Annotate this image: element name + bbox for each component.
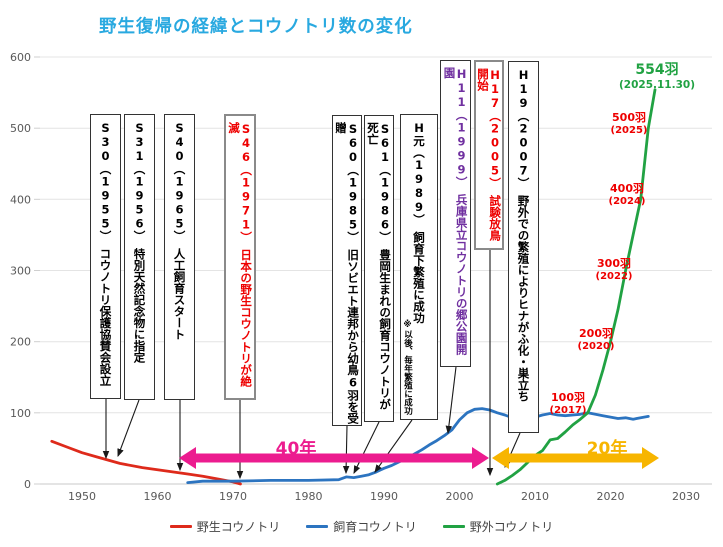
legend-dash-icon <box>306 525 329 528</box>
series-line <box>495 88 657 486</box>
event-arrow <box>353 421 380 474</box>
event-box: S61（1986） 豊岡生まれの飼育コウノトリが死亡 <box>364 115 394 422</box>
count-label: 400羽 (2024) <box>608 182 646 208</box>
count-value: 554羽 <box>635 62 679 78</box>
event-box: S46（1971） 日本の野生コウノトリが絶滅 <box>224 114 256 400</box>
event-label: H19（2007） 野外での繁殖によりヒナがふ化・巣立ち <box>516 68 531 402</box>
event-label: H17（2005） 試験放鳥開始 <box>476 68 503 241</box>
event-box: S60（1985） 旧ソビエト連邦から幼鳥6羽を受贈 <box>332 115 362 426</box>
legend-dash-icon <box>169 525 192 528</box>
x-tick-label: 1980 <box>295 490 323 503</box>
series-line <box>186 407 650 485</box>
legend-item: 野外コウノトリ <box>442 518 554 535</box>
y-tick-label: 0 <box>24 478 31 491</box>
x-tick-label: 2030 <box>672 490 700 503</box>
count-label: 500羽 (2025) <box>610 111 648 137</box>
series-line <box>50 439 242 486</box>
span-arrowhead-right <box>642 447 659 469</box>
event-box: S30（1955） コウノトリ保護協賛会設立 <box>90 114 121 399</box>
count-date: (2020) <box>577 340 615 352</box>
event-arrow <box>374 419 413 473</box>
event-arrow <box>342 425 350 475</box>
event-label: S60（1985） 旧ソビエト連邦から幼鳥6羽を受贈 <box>334 122 361 424</box>
event-box: H元（1989） 飼育下繁殖に成功 ※以後、毎年繁殖に成功 <box>400 114 438 420</box>
span-arrowhead-right <box>472 447 489 469</box>
event-label: S30（1955） コウノトリ保護協賛会設立 <box>98 121 113 386</box>
event-box: H19（2007） 野外での繁殖によりヒナがふ化・巣立ち <box>508 61 539 433</box>
span-duration-label: 20年 <box>586 439 628 459</box>
span-duration-label: 40年 <box>275 439 317 459</box>
count-date: (2017) <box>549 404 587 416</box>
legend-label: 野生コウノトリ <box>196 520 281 534</box>
count-value: 400羽 <box>610 182 644 195</box>
chart-legend: 野生コウノトリ 飼育コウノトリ 野外コウノトリ <box>0 518 723 535</box>
span-arrowhead-left <box>492 447 509 469</box>
x-tick-label: 1950 <box>68 490 96 503</box>
legend-item: 飼育コウノトリ <box>306 518 417 535</box>
legend-label: 飼育コウノトリ <box>333 520 417 534</box>
y-tick-label: 400 <box>10 193 31 206</box>
count-date: (2025) <box>610 124 648 136</box>
count-label: 100羽 (2017) <box>549 391 587 417</box>
page-title: 野生復帰の経緯とコウノトリ数の変化 <box>99 17 413 37</box>
count-label: 200羽 (2020) <box>577 327 615 353</box>
legend-label: 野外コウノトリ <box>469 520 554 534</box>
y-tick-label: 500 <box>10 122 31 135</box>
event-label: S46（1971） 日本の野生コウノトリが絶滅 <box>227 122 254 387</box>
event-box: S40（1965） 人工飼育スタート <box>164 114 195 400</box>
x-tick-label: 2010 <box>521 490 549 503</box>
legend-item: 野生コウノトリ <box>169 518 281 535</box>
y-tick-label: 600 <box>10 51 31 64</box>
event-label: S40（1965） 人工飼育スタート <box>172 121 187 340</box>
event-arrow <box>117 399 140 458</box>
count-date: (2022) <box>595 270 633 282</box>
count-label: 300羽 (2022) <box>595 257 633 283</box>
event-arrow <box>445 366 457 435</box>
y-tick-label: 200 <box>10 336 31 349</box>
event-box: S31（1956） 特別天然記念物に指定 <box>124 114 155 400</box>
event-box: H11（1999） 兵庫県立コウノトリの郷公園開園 <box>440 60 471 367</box>
span-arrowhead-left <box>179 447 196 469</box>
count-value: 200羽 <box>579 327 613 340</box>
event-label: S31（1956） 特別天然記念物に指定 <box>132 121 147 363</box>
x-tick-label: 1990 <box>370 490 398 503</box>
y-tick-label: 100 <box>10 407 31 420</box>
event-note: ※以後、毎年繁殖に成功 <box>402 320 413 415</box>
count-label: 554羽 (2025.11.30) <box>619 62 695 91</box>
x-tick-label: 2000 <box>446 490 474 503</box>
event-box: H17（2005） 試験放鳥開始 <box>474 60 504 250</box>
count-value: 500羽 <box>612 111 646 124</box>
event-label: S61（1986） 豊岡生まれの飼育コウノトリが死亡 <box>366 122 393 410</box>
event-label: H元（1989） 飼育下繁殖に成功 <box>412 121 427 324</box>
legend-dash-icon <box>442 525 465 528</box>
y-tick-label: 300 <box>10 265 31 278</box>
x-tick-label: 1960 <box>144 490 172 503</box>
count-value: 100羽 <box>551 391 585 404</box>
count-value: 300羽 <box>597 257 631 270</box>
x-tick-label: 2020 <box>597 490 625 503</box>
count-date: (2024) <box>608 195 646 207</box>
x-tick-label: 1970 <box>219 490 247 503</box>
event-label: H11（1999） 兵庫県立コウノトリの郷公園開園 <box>442 67 469 355</box>
count-date: (2025.11.30) <box>618 78 696 91</box>
